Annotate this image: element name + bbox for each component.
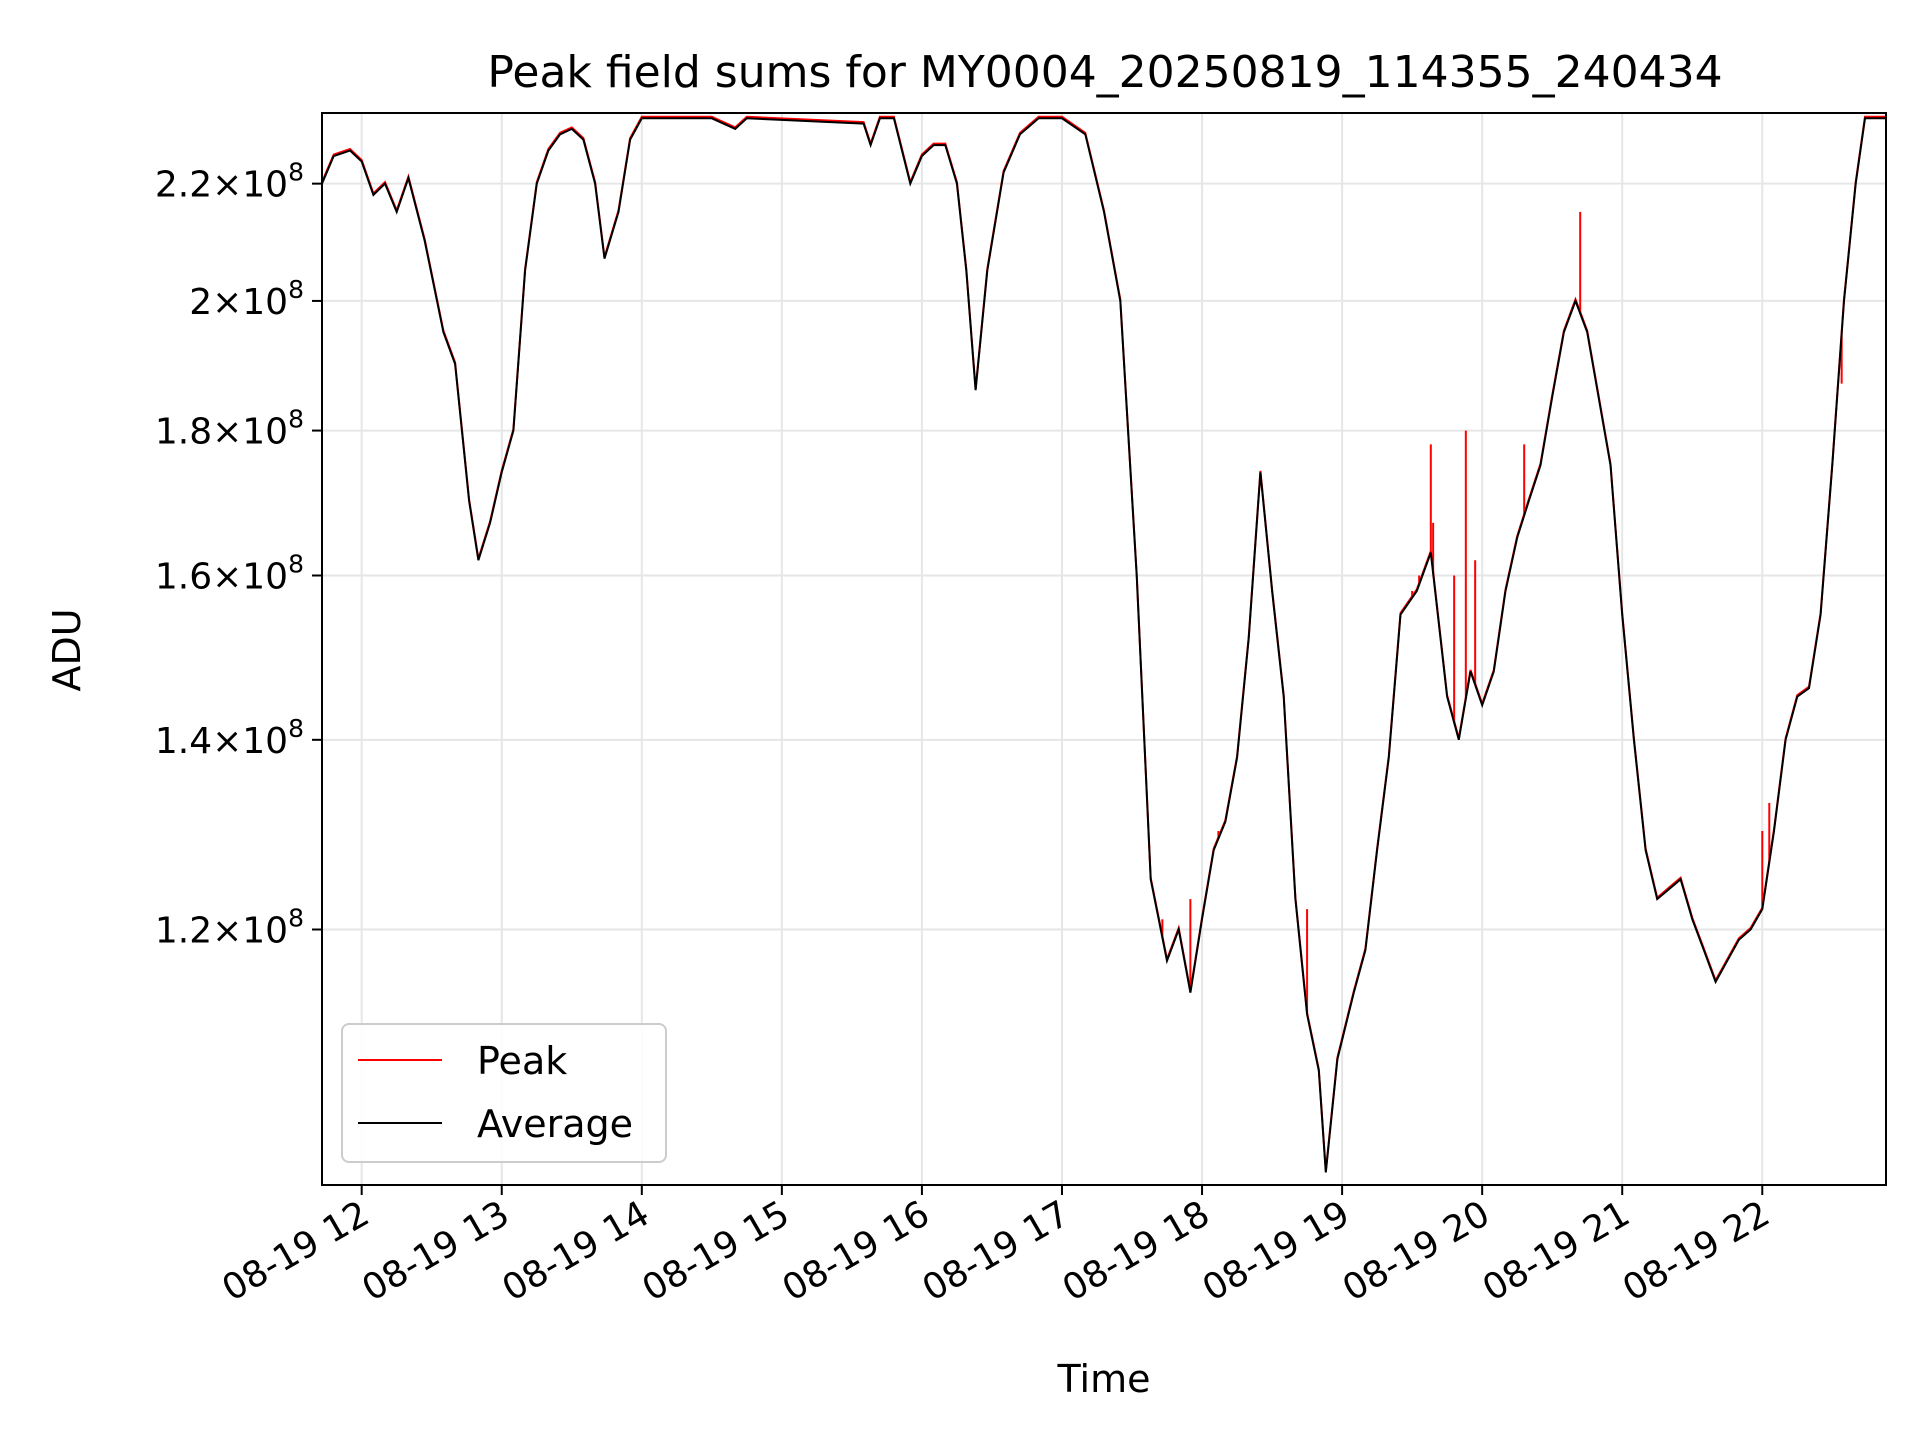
y-tick-label: 1.8×108 (155, 405, 304, 453)
legend-label-average: Average (477, 1102, 633, 1146)
y-axis: 1.2×108 1.4×108 1.6×108 1.8×108 2×108 2.2×108 (155, 158, 322, 951)
legend-label-peak: Peak (477, 1039, 567, 1083)
x-tick-label: 08-19 13 (356, 1193, 517, 1309)
x-tick-label: 08-19 21 (1476, 1193, 1637, 1309)
x-tick-label: 08-19 16 (776, 1193, 937, 1309)
x-tick-label: 08-19 19 (1196, 1193, 1357, 1309)
y-tick-label: 2.2×108 (155, 158, 304, 206)
x-axis-label: Time (1057, 1357, 1151, 1401)
legend-box (341, 1023, 667, 1163)
series-average-line (322, 117, 1886, 1173)
grid-lines (322, 113, 1886, 1185)
x-tick-label: 08-19 17 (916, 1193, 1077, 1309)
series-peak-line (322, 115, 1886, 1172)
series-layer (322, 115, 1886, 1173)
chart-title: Peak field sums for MY0004_20250819_1143… (487, 47, 1722, 98)
y-tick-label: 1.6×108 (155, 550, 304, 598)
x-tick-label: 08-19 18 (1056, 1193, 1217, 1309)
y-tick-label: 1.4×108 (155, 714, 304, 762)
y-axis-label: ADU (45, 608, 89, 691)
plot-frame (321, 112, 1887, 1186)
x-tick-label: 08-19 20 (1336, 1193, 1497, 1309)
y-tick-label: 1.2×108 (155, 903, 304, 951)
y-tick-label: 2×108 (189, 275, 304, 323)
x-tick-label: 08-19 12 (216, 1193, 377, 1309)
x-tick-label: 08-19 15 (636, 1193, 797, 1309)
x-tick-label: 08-19 22 (1616, 1193, 1777, 1309)
legend: Peak Average (341, 1023, 667, 1163)
x-tick-label: 08-19 14 (496, 1193, 657, 1309)
